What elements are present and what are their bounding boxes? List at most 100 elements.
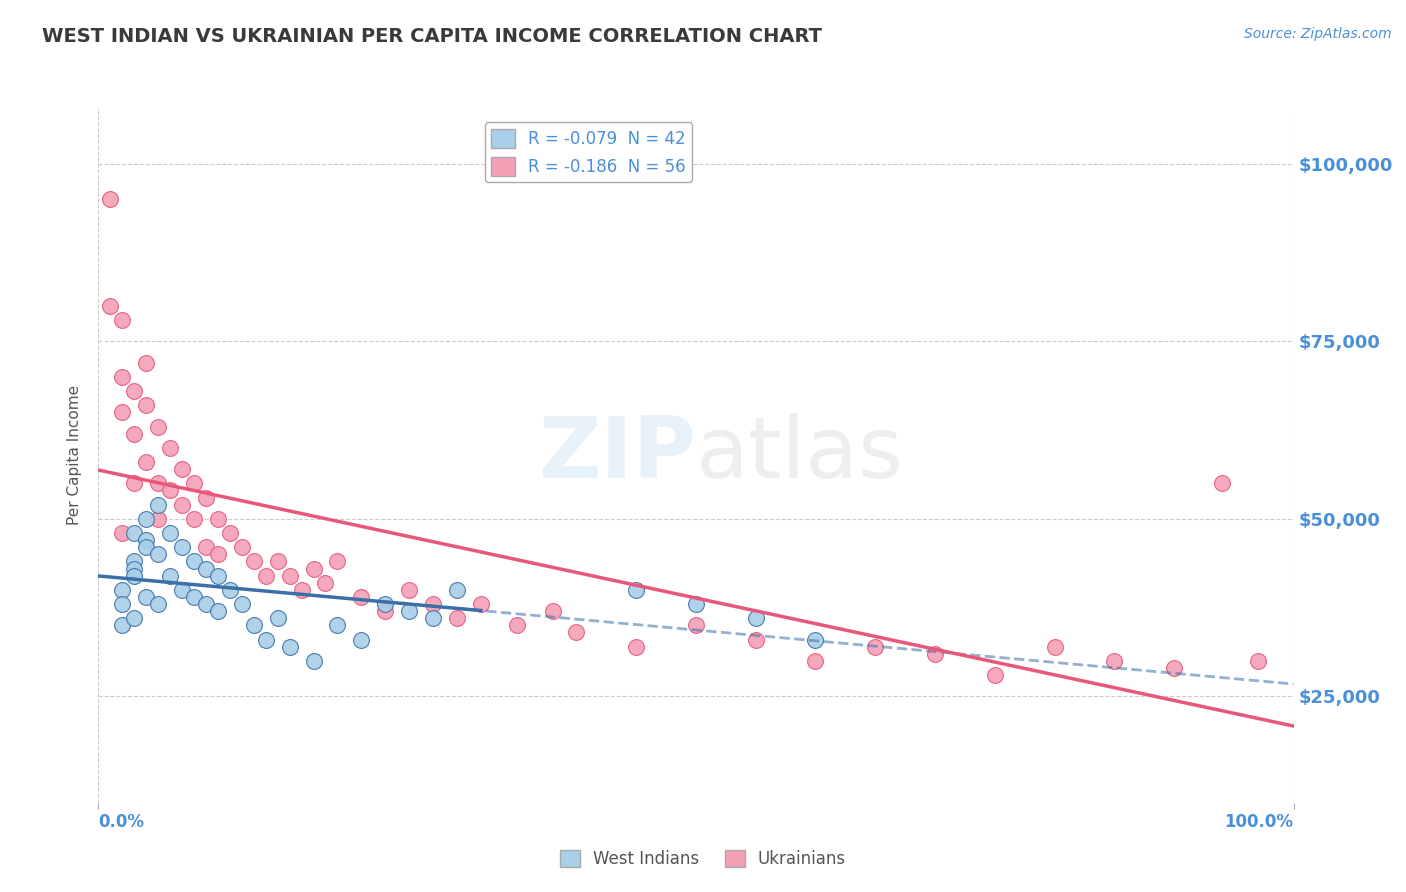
Point [124,426,146,441]
Point [254,568,277,582]
Point [148,419,170,434]
Point [111,405,134,419]
Point [111,582,134,597]
Point [278,640,301,654]
Point [148,547,170,561]
Legend: R = -0.079  N = 42, R = -0.186  N = 56: R = -0.079 N = 42, R = -0.186 N = 56 [485,122,692,183]
Point [183,512,205,526]
Point [207,568,229,582]
Y-axis label: Per Capita Income: Per Capita Income [67,384,83,525]
Point [685,618,707,632]
Point [159,483,181,498]
Point [148,597,170,611]
Point [124,554,146,568]
Point [111,313,134,327]
Point [924,647,946,661]
Point [194,540,218,554]
Point [278,568,301,582]
Point [124,476,146,491]
Point [326,618,349,632]
Point [207,512,229,526]
Point [374,604,396,618]
Point [626,582,648,597]
Point [124,611,146,625]
Text: ZIP: ZIP [538,413,696,497]
Point [267,554,290,568]
Point [219,526,242,541]
Point [159,441,181,455]
Point [231,597,253,611]
Point [267,611,290,625]
Point [374,597,396,611]
Point [231,540,253,554]
Point [98,192,122,206]
Point [685,597,707,611]
Point [254,632,277,647]
Point [243,554,266,568]
Point [183,554,205,568]
Point [541,604,564,618]
Point [470,597,492,611]
Point [172,540,194,554]
Point [745,611,768,625]
Point [302,561,325,575]
Point [506,618,529,632]
Point [219,582,242,597]
Point [291,582,314,597]
Legend: West Indians, Ukrainians: West Indians, Ukrainians [554,843,852,875]
Point [124,526,146,541]
Point [159,526,181,541]
Point [135,590,157,604]
Point [148,498,170,512]
Point [350,590,373,604]
Point [135,533,157,548]
Point [194,491,218,505]
Point [183,476,205,491]
Point [207,547,229,561]
Point [159,568,181,582]
Point [243,618,266,632]
Point [302,654,325,668]
Point [111,597,134,611]
Point [446,582,468,597]
Point [194,597,218,611]
Point [1211,476,1233,491]
Point [422,611,444,625]
Point [350,632,373,647]
Point [446,611,468,625]
Point [326,554,349,568]
Point [135,540,157,554]
Point [172,498,194,512]
Point [207,604,229,618]
Point [135,512,157,526]
Point [183,590,205,604]
Point [398,604,420,618]
Point [984,668,1007,682]
Point [111,526,134,541]
Point [422,597,444,611]
Point [1102,654,1125,668]
Point [194,561,218,575]
Point [1043,640,1066,654]
Text: atlas: atlas [696,413,904,497]
Point [626,640,648,654]
Point [172,582,194,597]
Point [135,356,157,370]
Point [135,455,157,469]
Point [1163,661,1185,675]
Point [111,618,134,632]
Point [124,561,146,575]
Text: Source: ZipAtlas.com: Source: ZipAtlas.com [1244,27,1392,41]
Point [135,398,157,412]
Point [398,582,420,597]
Point [1246,654,1268,668]
Point [98,299,122,313]
Point [804,654,827,668]
Text: WEST INDIAN VS UKRAINIAN PER CAPITA INCOME CORRELATION CHART: WEST INDIAN VS UKRAINIAN PER CAPITA INCO… [42,27,823,45]
Point [148,512,170,526]
Point [148,476,170,491]
Point [804,632,827,647]
Point [565,625,588,640]
Point [124,568,146,582]
Point [111,369,134,384]
